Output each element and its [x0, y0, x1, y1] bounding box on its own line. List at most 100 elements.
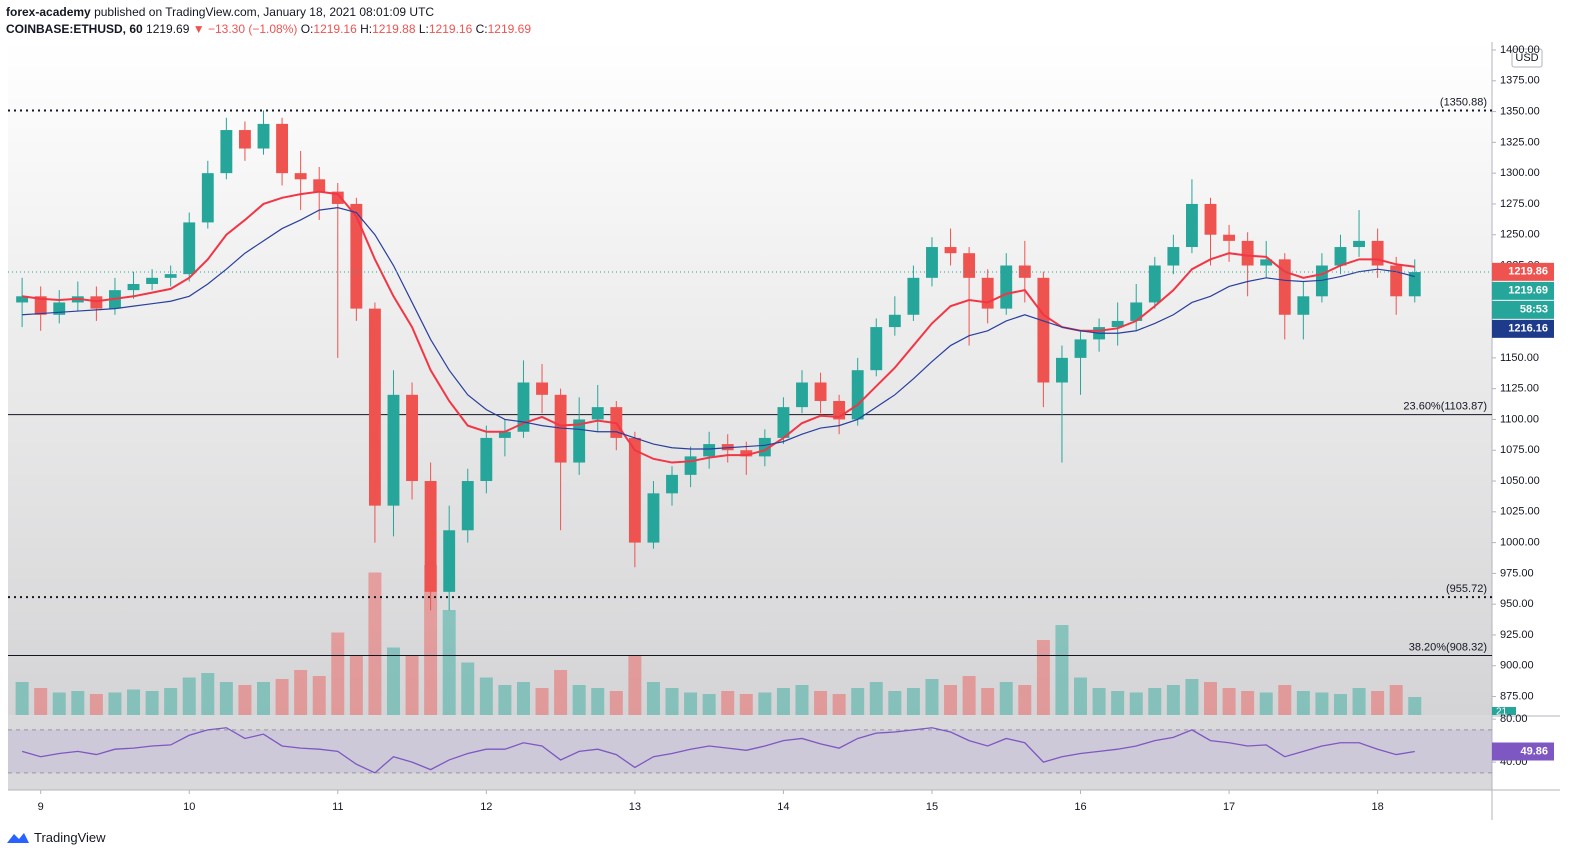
volume-bar: [851, 688, 865, 715]
x-tick-label: 17: [1223, 801, 1235, 813]
candle-body: [536, 382, 548, 395]
candle-body: [53, 302, 66, 315]
candle-body: [276, 123, 289, 174]
level-label: 38.20%(908.32): [1409, 641, 1487, 653]
author[interactable]: forex-academy: [6, 5, 91, 19]
y-tick-label: 1025.00: [1500, 506, 1540, 518]
price-tag: [1492, 262, 1554, 281]
candle-body: [1241, 240, 1254, 266]
y-tick-label: 1050.00: [1500, 475, 1540, 487]
candle-body: [888, 314, 901, 328]
y-tick-label: 1325.00: [1500, 136, 1540, 148]
candle-body: [350, 203, 363, 309]
candle-body: [1204, 203, 1217, 235]
candle-body: [981, 277, 994, 309]
candle-body: [331, 191, 344, 204]
candle-body: [1185, 203, 1198, 248]
candle-body: [406, 394, 418, 482]
candle-body: [814, 382, 827, 401]
x-tick-label: 9: [38, 801, 44, 813]
candle-body: [1278, 259, 1291, 315]
candle-body: [443, 530, 456, 592]
volume-bar: [238, 685, 252, 715]
volume-bar: [739, 694, 753, 715]
rsi-pane: [8, 717, 1492, 790]
candle-body: [16, 296, 29, 303]
candle-body: [1390, 265, 1403, 297]
y-tick-label: 1300.00: [1500, 167, 1540, 179]
volume-bar: [1278, 685, 1292, 715]
candle-body: [498, 431, 511, 438]
candle-body: [183, 222, 196, 275]
volume-bar: [424, 565, 438, 715]
volume-bar: [89, 694, 103, 715]
candle-body: [1167, 247, 1180, 266]
volume-bar: [1371, 691, 1385, 715]
price-tag-label: 58:53: [1520, 304, 1548, 316]
candle-body: [238, 130, 251, 149]
candle-body: [220, 130, 233, 174]
change: ▼ −13.30 (−1.08%): [192, 22, 298, 36]
candle-body: [146, 277, 159, 284]
candle-body: [1074, 339, 1087, 358]
candle-body: [1000, 265, 1013, 309]
volume-tag-label: 21: [1496, 707, 1508, 718]
volume-bar: [1055, 625, 1069, 715]
x-tick-label: 15: [926, 801, 938, 813]
candle-body: [1371, 240, 1384, 266]
volume-bar: [219, 682, 233, 715]
volume-bar: [1315, 692, 1329, 715]
rsi-tag-label: 49.86: [1520, 745, 1548, 757]
c-value: 1219.69: [487, 22, 531, 36]
volume-bar: [591, 688, 605, 715]
candle-body: [684, 456, 697, 475]
candle-body: [573, 419, 586, 463]
candle-body: [90, 296, 103, 309]
ohlc-line: COINBASE:ETHUSD, 60 1219.69 ▼ −13.30 (−1…: [6, 21, 531, 38]
brand[interactable]: TradingView: [34, 830, 106, 845]
volume-bar: [1352, 688, 1366, 715]
x-tick-label: 14: [777, 801, 789, 813]
candle-body: [1408, 272, 1421, 297]
volume-bar: [1036, 640, 1050, 715]
price-tag-label: 1219.86: [1508, 266, 1548, 278]
volume-bar: [516, 682, 530, 715]
x-tick-label: 10: [183, 801, 195, 813]
candle-body: [666, 474, 678, 494]
candle-body: [368, 308, 381, 506]
volume-bar: [405, 655, 419, 715]
volume-bar: [702, 694, 716, 715]
candle-body: [517, 382, 530, 432]
volume-bar: [1148, 688, 1162, 715]
volume-tag: [1492, 707, 1516, 715]
candle-body: [1111, 320, 1124, 328]
price-tag: [1492, 300, 1554, 319]
level-label: 23.60%(1103.87): [1403, 401, 1487, 413]
candle-body: [963, 253, 976, 278]
volume-bar: [461, 662, 475, 715]
volume-bar: [554, 670, 568, 715]
candle-body: [257, 123, 270, 149]
volume-bar: [535, 688, 549, 715]
volume-bar: [71, 691, 85, 715]
price-tag-label: 1219.69: [1508, 285, 1548, 297]
volume-bar: [1129, 692, 1143, 715]
candle-body: [1056, 357, 1068, 383]
chart-header: forex-academy published on TradingView.c…: [6, 4, 531, 38]
y-tick-label: 900.00: [1500, 660, 1534, 672]
volume-bar: [999, 682, 1013, 715]
volume-bar: [182, 677, 196, 715]
volume-bar: [814, 691, 828, 715]
y-tick-label: 950.00: [1500, 598, 1534, 610]
candle-body: [34, 296, 47, 315]
h-value: 1219.88: [372, 22, 416, 36]
volume-bar: [776, 688, 790, 715]
candle-body: [294, 173, 307, 180]
volume-bar: [127, 689, 141, 715]
candle-body: [201, 173, 214, 223]
candle-body: [1334, 247, 1347, 266]
candle-body: [1223, 234, 1236, 241]
x-tick-label: 12: [480, 801, 492, 813]
volume-bar: [108, 692, 122, 715]
volume-bar: [349, 655, 363, 715]
